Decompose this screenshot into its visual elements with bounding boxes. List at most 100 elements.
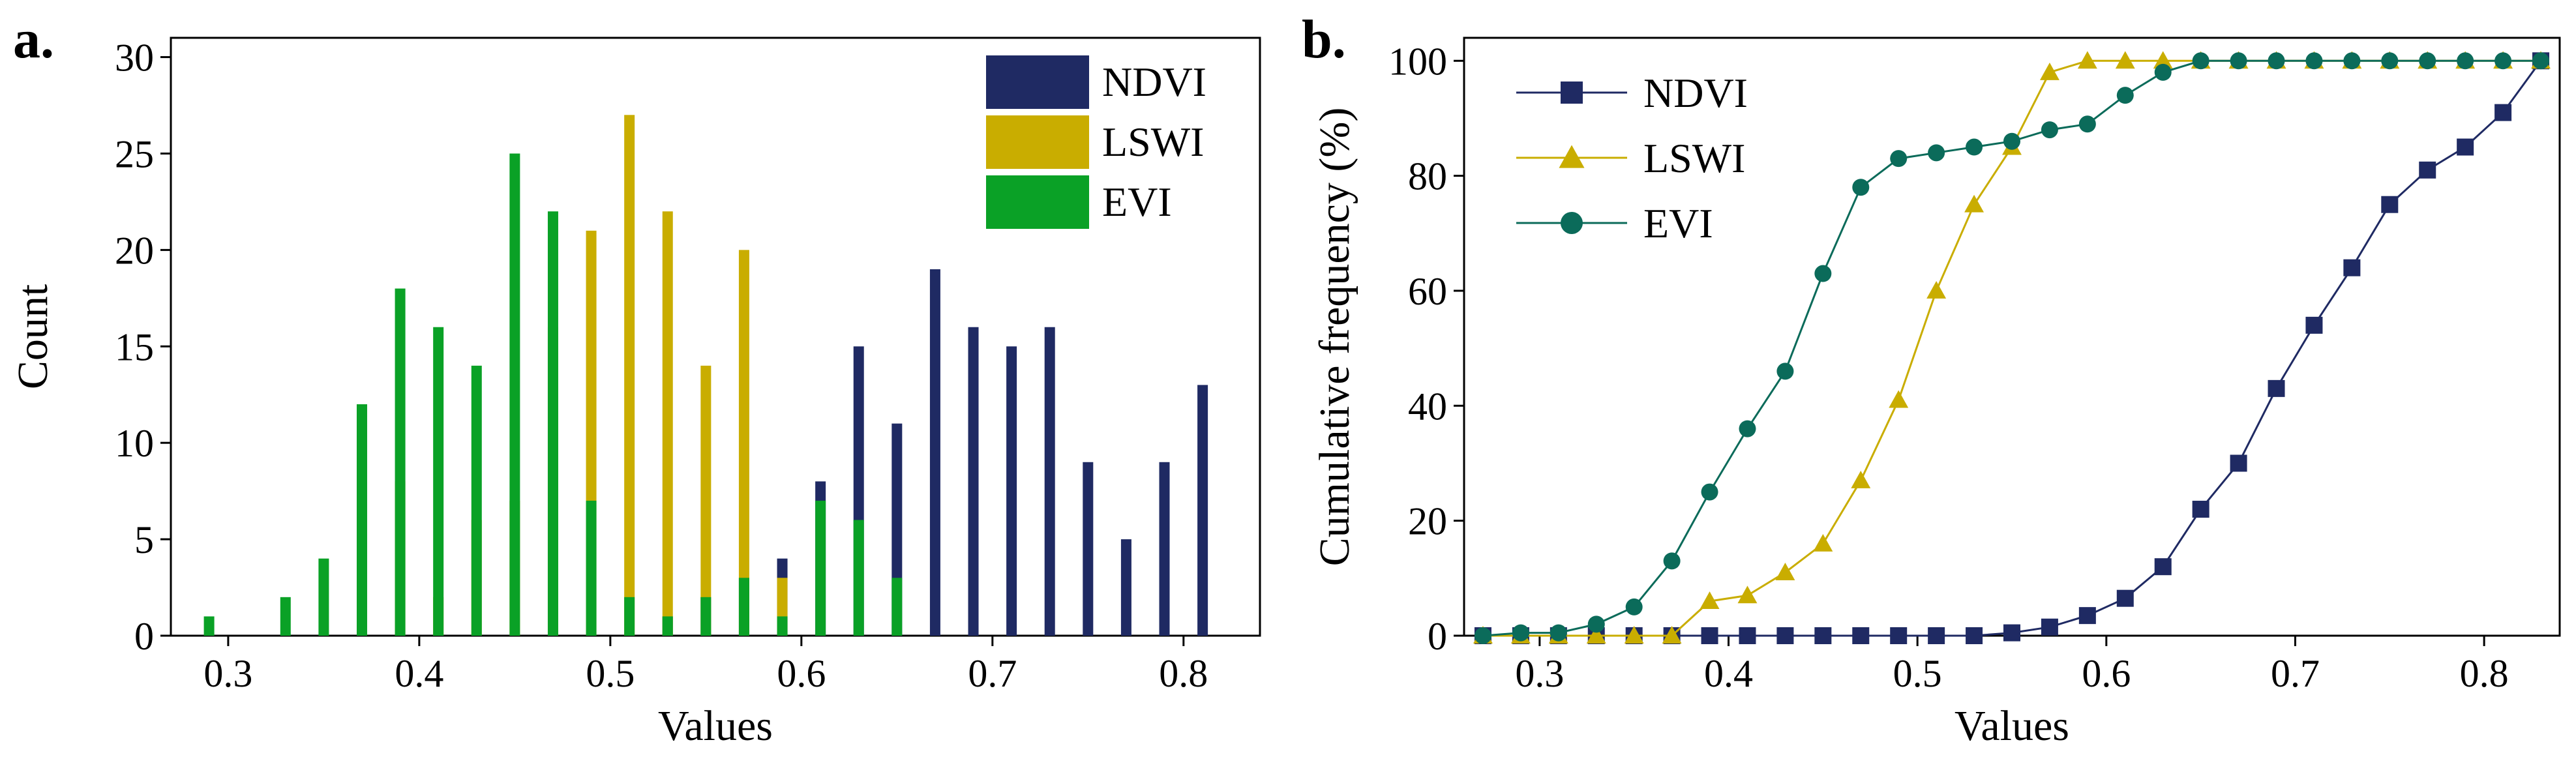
cum-y-tick-label: 100 (1388, 40, 1447, 83)
point-lswi (1964, 194, 1984, 213)
bar-ndvi (1159, 462, 1170, 636)
point-evi (2532, 52, 2550, 70)
bar-evi (547, 211, 558, 636)
bar-ndvi (929, 269, 940, 636)
cum-x-tick-label: 0.8 (2460, 652, 2509, 695)
point-evi (1587, 615, 1605, 633)
cum-plot-frame (1463, 37, 2561, 637)
cum-y-tick-label: 60 (1408, 270, 1447, 313)
bar-evi (509, 153, 520, 636)
hist-y-tick-label: 20 (115, 229, 154, 272)
bar-ndvi (1197, 385, 1208, 636)
legend-swatch-evi (986, 175, 1089, 229)
cum-x-tick-label: 0.7 (2271, 652, 2320, 695)
point-evi (2003, 132, 2020, 150)
point-ndvi (2003, 624, 2020, 642)
bar-evi (662, 616, 673, 636)
point-ndvi (2116, 589, 2134, 607)
point-ndvi (2494, 104, 2512, 121)
point-evi (1663, 552, 1681, 570)
point-evi (2192, 52, 2209, 70)
legend-marker-evi (1561, 212, 1583, 234)
point-ndvi (1928, 627, 1945, 644)
point-lswi (1700, 591, 1720, 610)
histogram-chart: 0.3 0.4 0.5 0.6 0.7 0.8 0 5 10 15 20 25 30 Values Coun… (9, 37, 1261, 750)
point-evi (2494, 52, 2512, 70)
hist-y-tick-label: 25 (115, 132, 154, 175)
point-lswi (1926, 281, 1947, 299)
hist-y-tick-label: 30 (115, 37, 154, 80)
legend-label-lswi: LSWI (1102, 119, 1204, 165)
hist-legend: NDVI LSWI EVI (986, 55, 1206, 229)
hist-y-tick-label: 0 (134, 615, 154, 658)
point-ndvi (2041, 618, 2058, 636)
point-lswi (2153, 51, 2173, 69)
point-ndvi (2305, 316, 2323, 334)
point-ndvi (1890, 627, 1908, 644)
point-evi (2381, 52, 2399, 70)
hist-y-tick-label: 10 (115, 422, 154, 465)
point-lswi (1662, 626, 1682, 644)
bar-evi (318, 558, 329, 636)
point-evi (1814, 265, 1832, 282)
bar-evi (815, 500, 826, 636)
point-lswi (1737, 585, 1758, 604)
point-ndvi (1776, 627, 1794, 644)
legend-swatch-lswi (986, 115, 1089, 169)
hist-x-tick-label: 0.3 (203, 652, 252, 695)
cum-y-tick-label: 80 (1408, 155, 1447, 198)
hist-y-tick-label: 5 (134, 518, 154, 561)
point-lswi (1624, 626, 1644, 644)
point-evi (2268, 52, 2285, 70)
hist-plot-frame (170, 37, 1261, 637)
cumulative-frequency-chart: 0.3 0.4 0.5 0.6 0.7 0.8 0 20 40 60 80 100 Values Cumu… (1311, 37, 2561, 750)
panel-label-a: a. (13, 9, 54, 70)
legend-marker-ndvi (1561, 81, 1583, 104)
point-evi (1739, 420, 1756, 437)
point-ndvi (2268, 379, 2285, 397)
point-ndvi (2381, 196, 2399, 213)
bar-evi (586, 500, 597, 636)
hist-x-tick-label: 0.6 (777, 652, 826, 695)
point-evi (2041, 121, 2058, 139)
legend-label-evi: EVI (1643, 200, 1713, 246)
point-evi (1928, 144, 1945, 162)
point-ndvi (2230, 454, 2247, 472)
point-evi (1625, 598, 1643, 615)
cum-y-tick-label: 20 (1408, 500, 1447, 543)
point-evi (2154, 63, 2172, 81)
point-ndvi (2343, 259, 2361, 276)
point-lswi (1775, 563, 1795, 580)
point-evi (2457, 52, 2474, 70)
bar-evi (433, 327, 444, 636)
bar-lswi (662, 211, 673, 636)
hist-y-tick-label: 15 (115, 325, 154, 368)
point-evi (2230, 52, 2247, 70)
point-evi (1890, 150, 1908, 168)
hist-x-axis-title: Values (658, 702, 773, 750)
bar-ndvi (1083, 462, 1094, 636)
hist-x-tick-label: 0.7 (968, 652, 1017, 695)
bar-evi (471, 365, 482, 636)
cum-x-tick-label: 0.6 (2082, 652, 2131, 695)
bar-evi (203, 616, 215, 636)
point-lswi (2077, 51, 2097, 69)
legend-label-ndvi: NDVI (1643, 70, 1748, 116)
bar-evi (395, 288, 406, 636)
point-evi (2116, 87, 2134, 104)
hist-y-axis-title: Count (9, 284, 57, 389)
point-ndvi (1701, 627, 1718, 644)
bar-ndvi (1006, 346, 1017, 636)
point-ndvi (2154, 558, 2172, 576)
bar-ndvi (1044, 327, 1055, 636)
point-evi (1776, 363, 1794, 380)
bar-evi (700, 597, 711, 636)
point-ndvi (2192, 501, 2209, 518)
point-ndvi (1739, 627, 1756, 644)
bar-ndvi (1120, 539, 1131, 636)
hist-x-tick-label: 0.8 (1159, 652, 1208, 695)
panel-label-b: b. (1302, 9, 1346, 70)
legend-label-ndvi: NDVI (1102, 59, 1206, 105)
cum-y-axis-title: Cumulative frequency (%) (1311, 108, 1358, 567)
